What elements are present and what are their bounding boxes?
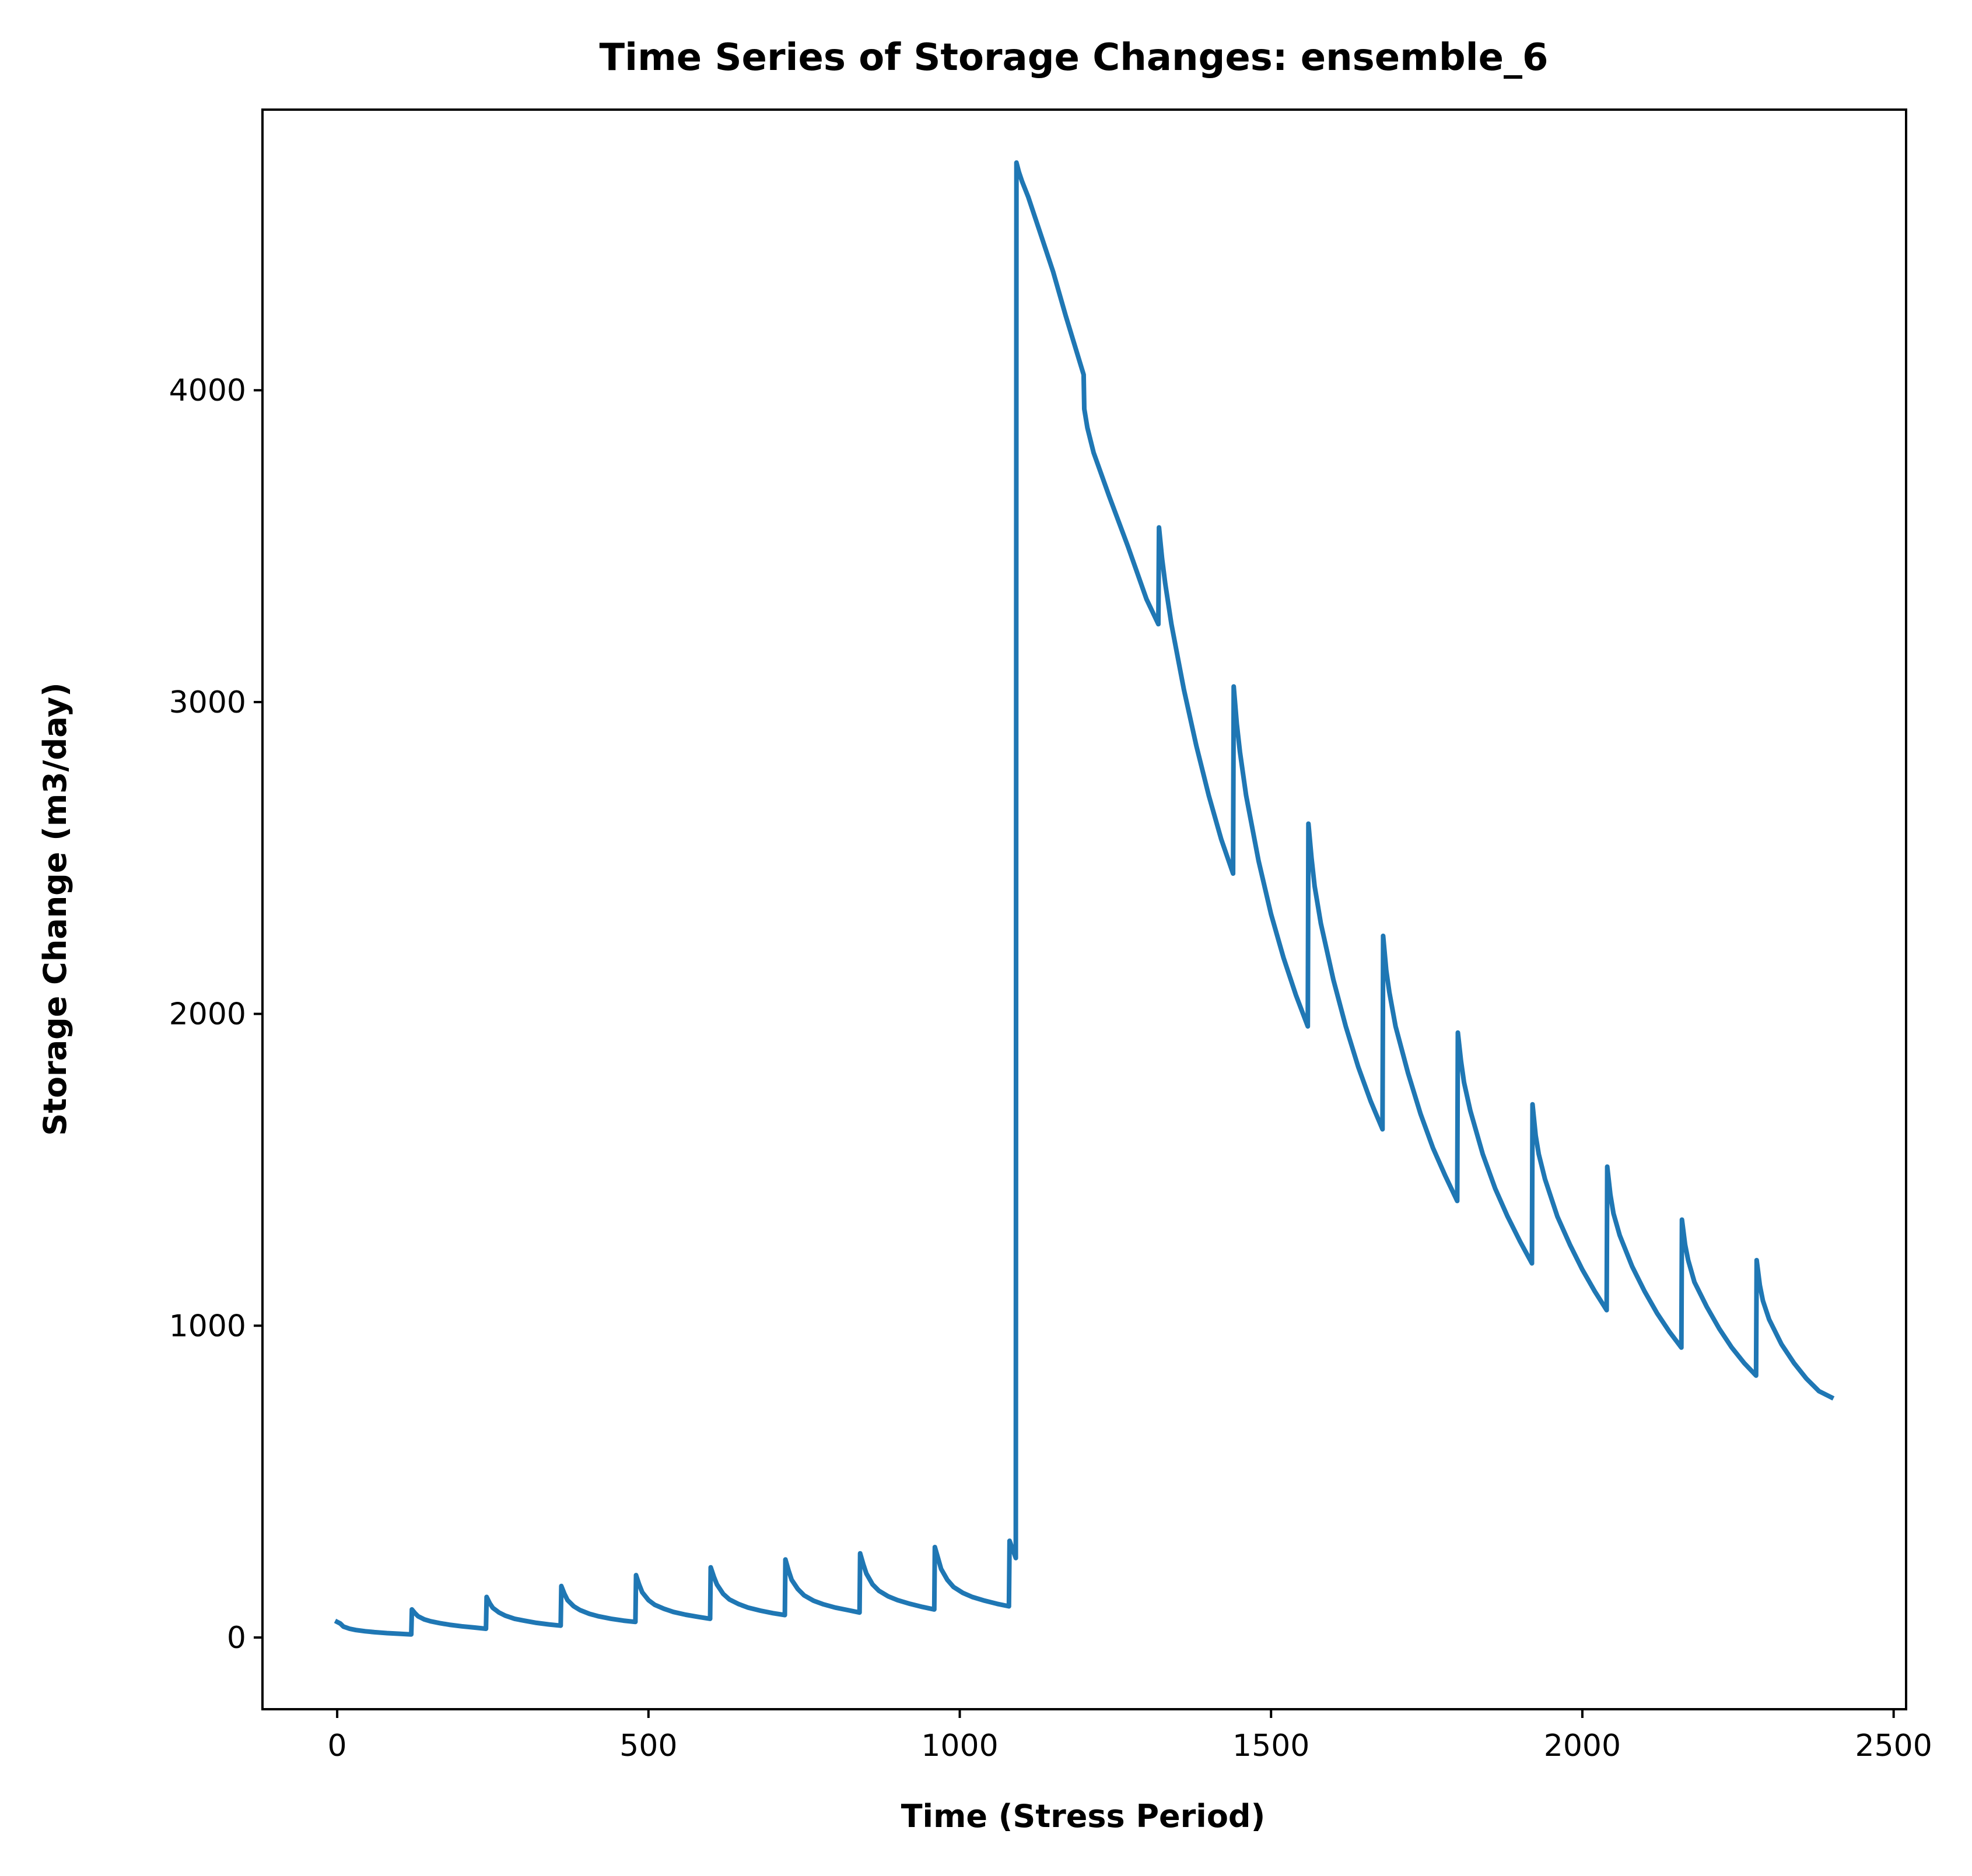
- y-axis: 0 1000 2000 3000 4000: [169, 373, 262, 1656]
- x-tick-label: 1000: [921, 1728, 998, 1763]
- series-line-0: [334, 160, 1835, 1637]
- x-axis-label: Time (Stress Period): [901, 1798, 1266, 1835]
- x-tick-label: 1500: [1232, 1728, 1309, 1763]
- axes-frame: [261, 108, 1907, 1710]
- plot-area: [334, 160, 1835, 1637]
- y-tick-label: 4000: [169, 373, 246, 408]
- x-tick-label: 2000: [1544, 1728, 1621, 1763]
- y-axis-label: Storage Change (m3/day): [37, 682, 73, 1136]
- x-tick-label: 500: [619, 1728, 677, 1763]
- y-tick-label: 3000: [169, 685, 246, 720]
- x-tick-label: 2500: [1855, 1728, 1932, 1763]
- x-axis: 0 500 1000 1500 2000 2500: [328, 1709, 1932, 1763]
- x-tick-label: 0: [328, 1728, 347, 1763]
- y-tick-label: 2000: [169, 997, 246, 1032]
- y-tick-label: 1000: [169, 1309, 246, 1344]
- y-tick-label: 0: [227, 1621, 246, 1656]
- chart-title: Time Series of Storage Changes: ensemble…: [599, 36, 1548, 79]
